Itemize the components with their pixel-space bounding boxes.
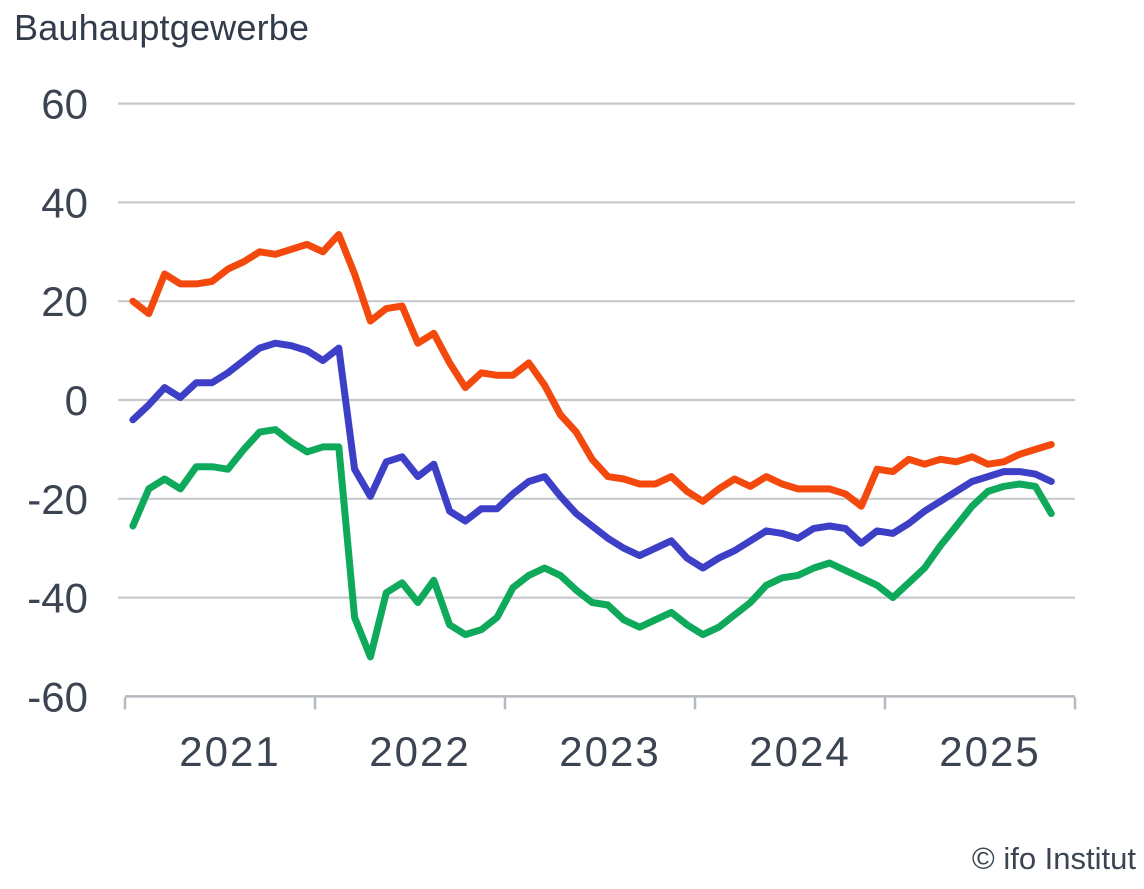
- y-tick-label--40: -40: [27, 575, 88, 622]
- y-tick-label--60: -60: [27, 673, 88, 720]
- y-tick-label-0: 0: [65, 377, 88, 424]
- y-tick-label--20: -20: [27, 476, 88, 523]
- y-tick-label-20: 20: [41, 278, 88, 325]
- y-tick-label-60: 60: [41, 81, 88, 128]
- x-tick-label-2022: 2022: [369, 728, 470, 775]
- chart-title: Bauhauptgewerbe: [14, 7, 310, 48]
- x-tick-label-2025: 2025: [939, 728, 1040, 775]
- copyright-attribution: © ifo Institut: [971, 841, 1136, 876]
- y-tick-label-40: 40: [41, 179, 88, 226]
- series-line-blue: [129, 339, 1055, 572]
- series-line-orange: [129, 231, 1055, 510]
- x-tick-label-2023: 2023: [559, 728, 660, 775]
- x-tick-label-2024: 2024: [749, 728, 850, 775]
- x-tick-label-2021: 2021: [179, 728, 280, 775]
- series-line-green: [129, 426, 1055, 661]
